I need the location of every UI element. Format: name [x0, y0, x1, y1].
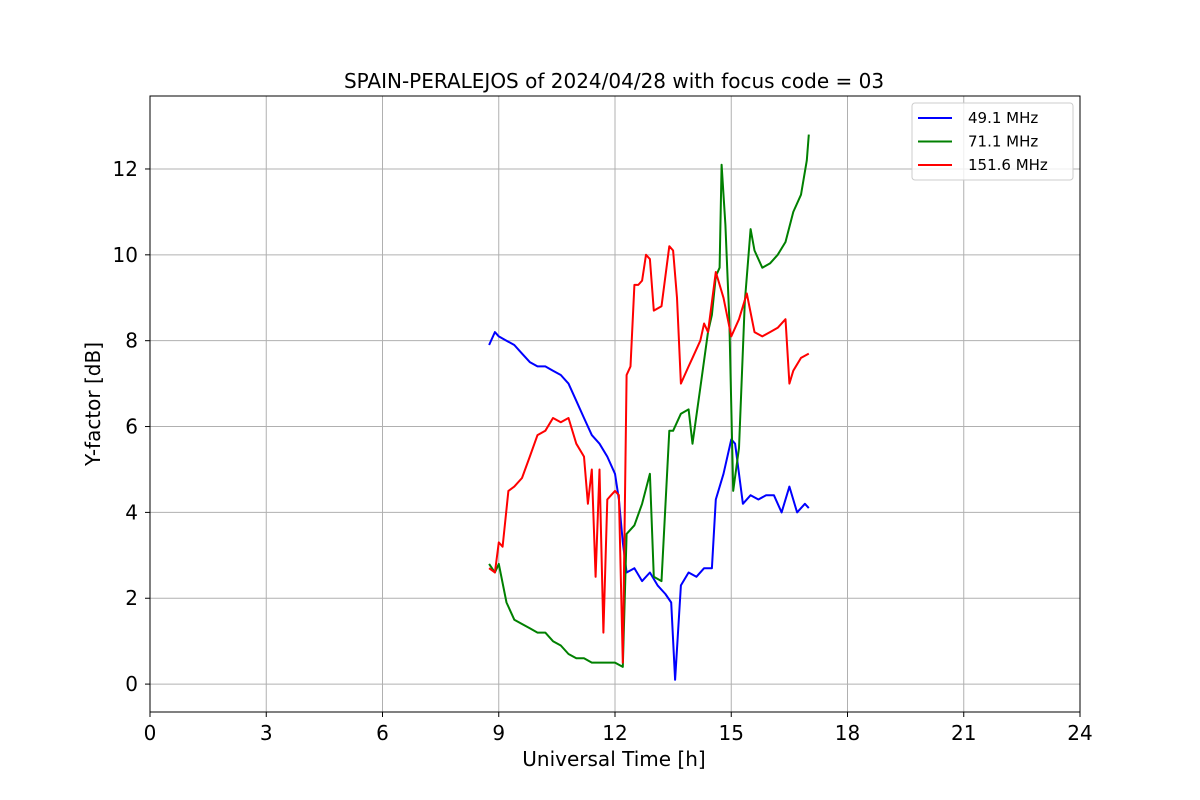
- y-tick-label: 8: [125, 329, 138, 353]
- x-axis-label: Universal Time [h]: [522, 747, 705, 771]
- legend-entry-label: 151.6 MHz: [968, 156, 1048, 174]
- x-tick-label: 18: [835, 721, 860, 745]
- x-tick-label: 0: [144, 721, 157, 745]
- y-tick-label: 2: [125, 586, 138, 610]
- legend-entry-label: 71.1 MHz: [968, 133, 1038, 151]
- x-tick-label: 24: [1067, 721, 1092, 745]
- chart-title: SPAIN-PERALEJOS of 2024/04/28 with focus…: [344, 69, 884, 93]
- y-tick-label: 10: [113, 243, 138, 267]
- series-line-1: [488, 134, 810, 668]
- x-tick-label: 15: [719, 721, 744, 745]
- x-tick-label: 21: [951, 721, 976, 745]
- x-tick-label: 3: [260, 721, 273, 745]
- series-line-2: [488, 245, 810, 664]
- legend-box: [911, 102, 1074, 181]
- legend-entry-label: 49.1 MHz: [968, 109, 1038, 127]
- x-tick-label: 6: [376, 721, 389, 745]
- y-tick-label: 0: [125, 672, 138, 696]
- series-line-0: [488, 331, 810, 681]
- series-layer: [488, 134, 810, 681]
- y-tick-label: 6: [125, 415, 138, 439]
- y-tick-label: 12: [113, 157, 138, 181]
- legend: 49.1 MHz 71.1 MHz 151.6 MHz: [911, 102, 1074, 181]
- y-tick-label: 4: [125, 500, 138, 524]
- y-axis-label: Y-factor [dB]: [81, 342, 105, 467]
- x-tick-label: 9: [492, 721, 505, 745]
- x-tick-label: 12: [602, 721, 627, 745]
